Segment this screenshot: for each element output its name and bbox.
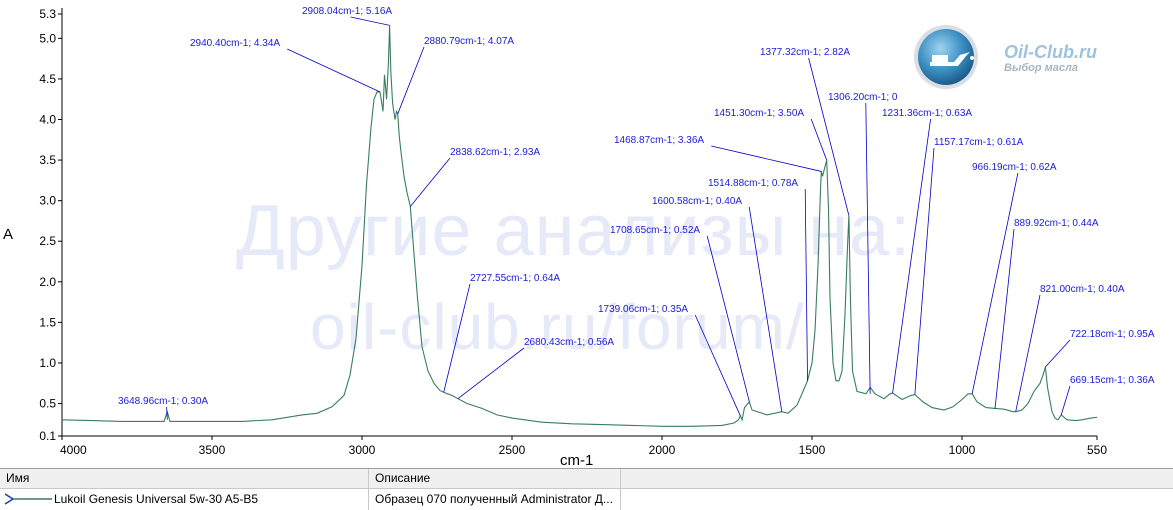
chart-canvas: 0.1 0.5 1.0 1.5 2.0 2.5 3.0 3.5 4.0 4.5 5.0 5.3 4000… — [39, 6, 1155, 457]
peak-annotation-label: 1468.87cm-1; 3.36A — [614, 135, 704, 146]
legend-header — [0, 469, 1173, 489]
peak-annotation-label: 1231.36cm-1; 0.63A — [882, 108, 972, 119]
peak-annotation-label: 1514.88cm-1; 0.78A — [708, 178, 798, 189]
y-tick-label: 5.3 — [39, 7, 56, 21]
peak-annotation-label: 1708.65cm-1; 0.52A — [610, 225, 700, 236]
y-tick-label: 5.0 — [39, 31, 56, 45]
peak-annotation-label: 1157.17cm-1; 0.61A — [934, 137, 1024, 148]
peak-annotation-label: 2727.55cm-1; 0.64A — [470, 273, 560, 284]
peak-annotation-label: 821.00cm-1; 0.40A — [1040, 284, 1125, 295]
series-name: Lukoil Genesis Universal 5w-30 A5-B5 — [54, 492, 259, 506]
oil-club-logo: Oil-Club.ru Выбор масла — [908, 22, 1148, 92]
peak-annotation-label: 1451.30cm-1; 3.50A — [714, 108, 804, 119]
series-description: Образец 070 полученный Administrator Д..… — [375, 492, 613, 506]
peak-annotation-leader — [397, 46, 425, 114]
peak-annotation-leader — [892, 118, 931, 394]
x-axis-title: cm-1 — [560, 452, 594, 469]
peak-annotation-leader — [1060, 385, 1071, 416]
y-tick-label: 1.5 — [39, 315, 56, 329]
y-tick-label: 0.1 — [39, 429, 56, 443]
peak-annotation-leader — [443, 283, 471, 393]
y-tick-label: 2.0 — [39, 275, 56, 289]
peak-annotation-label: 2680.43cm-1; 0.56A — [524, 337, 614, 348]
peak-annotation-label: 966.19cm-1; 0.62A — [972, 162, 1057, 173]
legend-row[interactable]: Lukoil Genesis Universal 5w-30 A5-B5 Обр… — [0, 489, 1173, 509]
peak-annotation-leader — [804, 188, 808, 381]
column-header-name[interactable]: Имя — [6, 471, 30, 485]
peak-annotation-leader — [810, 118, 827, 161]
column-header-description[interactable]: Описание — [375, 471, 431, 485]
column-divider — [368, 469, 369, 510]
column-divider — [620, 469, 621, 510]
peak-annotation-label: 889.92cm-1; 0.44A — [1014, 218, 1099, 229]
x-tick-label: 1500 — [799, 443, 826, 457]
y-axis-title: A — [3, 226, 14, 243]
peak-annotation-label: 1739.06cm-1; 0.35A — [598, 304, 688, 315]
peak-annotation-label: 2880.79cm-1; 4.07A — [424, 36, 514, 47]
peak-annotation-label: 669.15cm-1; 0.36A — [1070, 375, 1155, 386]
y-tick-label: 3.0 — [39, 194, 56, 208]
y-tick-label: 2.5 — [39, 234, 56, 248]
peak-annotation-label: 2908.04cm-1; 5.16A — [302, 6, 392, 17]
y-tick-label: 4.0 — [39, 113, 56, 127]
peak-annotation-label: 3648.96cm-1; 0.30A — [118, 396, 208, 407]
peak-annotation-label: 1306.20cm-1; 0 — [828, 92, 898, 103]
y-tick-label: 0.5 — [39, 397, 56, 411]
peak-annotation-label: 2940.40cm-1; 4.34A — [190, 38, 280, 49]
peak-annotation-leader — [706, 235, 750, 403]
peak-annotation-leader — [166, 406, 168, 420]
peak-annotation-leader — [865, 102, 871, 394]
peak-annotation-label: 2838.62cm-1; 2.93A — [450, 147, 540, 158]
peak-annotation-leader — [457, 347, 525, 399]
peak-annotation-leader — [287, 48, 381, 93]
peak-annotation-label: 1600.58cm-1; 0.40A — [652, 196, 742, 207]
x-tick-label: 2000 — [649, 443, 676, 457]
legend-table: Имя Описание Lukoil Genesis Universal 5w… — [0, 468, 1173, 510]
oil-can-icon — [914, 25, 978, 89]
y-tick-label: 3.5 — [39, 153, 56, 167]
x-tick-label: 3000 — [349, 443, 376, 457]
spectrum-chart: Другие анализы на: oil-club.ru/forum/ 0.… — [3, 6, 1155, 469]
spectrum-line — [61, 25, 1098, 427]
series-swatch-icon — [4, 493, 52, 505]
peak-annotation-leader — [971, 172, 1019, 394]
x-tick-label: 4000 — [60, 443, 87, 457]
peak-annotation-leader — [350, 16, 390, 26]
peak-annotation-leader — [1045, 339, 1071, 368]
peak-annotation-label: 722.18cm-1; 0.95A — [1070, 329, 1155, 340]
peak-annotation-leader — [410, 157, 451, 207]
peak-annotation-leader — [914, 147, 935, 395]
x-tick-label: 550 — [1087, 443, 1107, 457]
peak-annotation-leader — [994, 228, 1015, 409]
peak-annotation-leader — [694, 314, 741, 416]
x-tick-label: 3500 — [199, 443, 226, 457]
peak-annotation-leader — [711, 145, 822, 172]
x-tick-label: 2500 — [499, 443, 526, 457]
logo-title: Oil-Club.ru — [1004, 42, 1097, 62]
peak-annotation-leader — [808, 57, 850, 216]
y-tick-label: 1.0 — [39, 356, 56, 370]
y-tick-label: 4.5 — [39, 72, 56, 86]
logo-subtitle: Выбор масла — [1004, 62, 1078, 74]
peak-annotation-leader — [1015, 294, 1041, 412]
x-tick-label: 1000 — [949, 443, 976, 457]
peak-annotation-label: 1377.32cm-1; 2.82A — [760, 47, 850, 58]
peak-annotation-leader — [748, 206, 783, 412]
